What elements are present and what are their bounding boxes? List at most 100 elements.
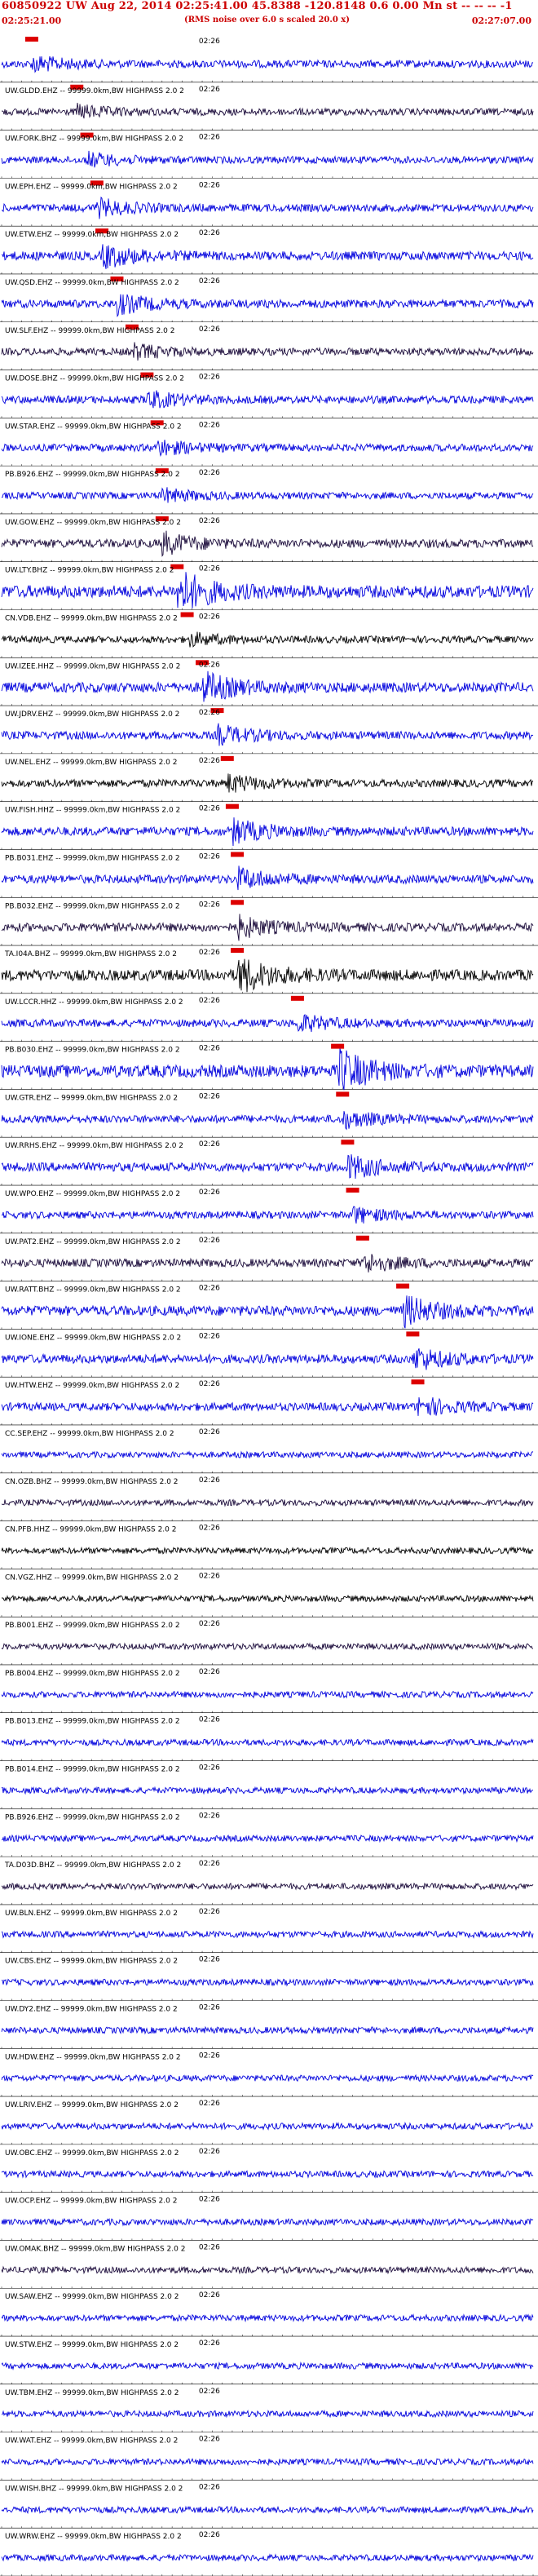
pick-marker: [150, 420, 164, 426]
channel-label: UW.FORK.BHZ -- 99999.0km,BW HIGHPASS 2.0…: [5, 135, 183, 144]
channel-label: UW.BLN.EHZ -- 99999.0km,BW HIGHPASS 2.0 …: [5, 1910, 178, 1918]
channel-label: PB.B001.EHZ -- 99999.0km,BW HIGHPASS 2.0…: [5, 1622, 180, 1630]
waveform-trace: [1, 572, 534, 609]
event-title: 60850922 UW Aug 22, 2014 02:25:41.00 45.…: [2, 0, 513, 12]
channel-label: UW.STW.EHZ -- 99999.0km,BW HIGHPASS 2.0 …: [5, 2341, 179, 2349]
channel-row: 02:26 UW.JDRV.EHZ -- 99999.0km,BW HIGHPAS…: [0, 708, 538, 755]
channel-label: TA.I04A.BHZ -- 99999.0km,BW HIGHPASS 2.0…: [4, 950, 177, 958]
minute-marker-label: 02:26: [199, 1764, 220, 1773]
channel-label: UW.HDW.EHZ -- 99999.0km,BW HIGHPASS 2.0 …: [5, 2053, 181, 2061]
channel-label: CN.OZB.BHZ -- 99999.0km,BW HIGHPASS 2.0 …: [5, 1478, 179, 1486]
minute-marker-label: 02:26: [199, 1525, 220, 1533]
waveform-trace: [1, 530, 534, 557]
channel-label: UW.WRW.EHZ -- 99999.0km,BW HIGHPASS 2.0 …: [5, 2533, 182, 2541]
channel-label: UW.RRHS.EHZ -- 99999.0km,BW HIGHPASS 2.0…: [5, 1142, 183, 1150]
waveform-trace: [1, 1546, 534, 1556]
minute-marker-label: 02:26: [199, 86, 220, 94]
channel-label: PB.B004.EHZ -- 99999.0km,BW HIGHPASS 2.0…: [5, 1670, 180, 1678]
channel-row: 02:26 UW.GOW.EHZ -- 99999.0km,BW HIGHPASS…: [0, 516, 538, 563]
channel-row: 02:26 UW.EPH.EHZ -- 99999.0km,BW HIGHPASS…: [0, 180, 538, 227]
channel-row: 02:26 UW.IONE.EHZ -- 99999.0km,BW HIGHPAS…: [0, 1331, 538, 1378]
minute-marker-label: 02:26: [199, 2003, 220, 2012]
channel-label: UW.LRIV.EHZ -- 99999.0km,BW HIGHPASS 2.0…: [5, 2101, 179, 2109]
pick-marker: [196, 660, 209, 666]
minute-marker-label: 02:26: [199, 1812, 220, 1820]
minute-marker-label: 02:26: [199, 229, 220, 237]
channel-row: 02:26 UW.ETW.EHZ -- 99999.0km,BW HIGHPASS…: [0, 228, 538, 275]
channel-label: UW.PAT2.EHZ -- 99999.0km,BW HIGHPASS 2.0…: [5, 1238, 181, 1246]
channel-label: UW.SLF.EHZ -- 99999.0km,BW HIGHPASS 2.0 …: [5, 327, 175, 335]
minute-marker-label: 02:26: [199, 565, 220, 573]
waveform-trace: [2, 487, 534, 503]
waveform-trace: [1, 2121, 534, 2131]
minute-marker-label: 02:26: [199, 949, 220, 957]
channel-row: 02:26 UW.FISH.HHZ -- 99999.0km,BW HIGHPAS…: [0, 803, 538, 850]
channel-label: UW.DOSE.BHZ -- 99999.0km,BW HIGHPASS 2.0…: [5, 375, 184, 383]
minute-marker-label: 02:26: [199, 1237, 220, 1245]
channel-row: 02:26 UW.HTW.EHZ -- 99999.0km,BW HIGHPASS…: [0, 1379, 538, 1426]
minute-marker-label: 02:26: [199, 1860, 220, 1868]
waveform-trace: [1, 1295, 534, 1329]
channel-label: UW.LTY.BHZ -- 99999.0km,BW HIGHPASS 2.0 …: [5, 567, 174, 575]
pick-marker: [90, 180, 104, 186]
channel-label: UW.CBS.EHZ -- 99999.0km,BW HIGHPASS 2.0 …: [5, 1958, 178, 1966]
waveform-trace: [1, 342, 534, 361]
channel-row: 02:26 UW.DOSE.BHZ -- 99999.0km,BW HIGHPAS…: [0, 372, 538, 418]
waveform-trace: [1, 102, 534, 119]
channel-row: 02:26 UW.PAT2.EHZ -- 99999.0km,BW HIGHPAS…: [0, 1235, 538, 1281]
channel-row: 02:26 UW.SAW.EHZ -- 99999.0km,BW HIGHPASS…: [0, 2291, 538, 2337]
channel-label: UW.JDRV.EHZ -- 99999.0km,BW HIGHPASS 2.0…: [5, 710, 179, 719]
channel-label: UW.TBM.EHZ -- 99999.0km,BW HIGHPASS 2.0 …: [5, 2389, 179, 2397]
waveform-trace: [1, 1882, 534, 1891]
waveform-trace: [1, 1154, 534, 1180]
channel-row: 02:26 CC.SEP.EHZ -- 99999.0km,BW HIGHPASS…: [0, 1428, 538, 1474]
channel-row: 02:26 UW.RRHS.EHZ -- 99999.0km,BW HIGHPAS…: [0, 1140, 538, 1186]
waveform-trace: [1, 1047, 534, 1091]
channel-row: 02:26 PB.B014.EHZ -- 99999.0km,BW HIGHPAS…: [0, 1764, 538, 1809]
waveform-trace: [2, 1594, 534, 1603]
channel-row: 02:26 UW.OMAK.BHZ -- 99999.0km,BW HIGHPAS…: [0, 2243, 538, 2289]
waveform-trace: [1, 2409, 534, 2419]
waveform-trace: [1, 196, 534, 219]
channel-row: 02:26 PB.B926.EHZ -- 99999.0km,BW HIGHPAS…: [0, 468, 538, 515]
minute-marker-label: 02:26: [199, 2436, 220, 2444]
waveform-trace: [1, 865, 534, 891]
waveform-trace: [1, 1348, 534, 1370]
minute-marker-label: 02:26: [199, 1188, 220, 1197]
pick-marker: [110, 276, 124, 281]
waveform-trace: [1, 2313, 534, 2323]
minute-marker-label: 02:26: [199, 134, 220, 142]
waveform-trace: [2, 1834, 534, 1843]
channel-row: 02:26 CN.VDB.EHZ -- 99999.0km,BW HIGHPASS…: [0, 612, 538, 658]
channel-label: UW.EPH.EHZ -- 99999.0km,BW HIGHPASS 2.0 …: [5, 183, 178, 191]
channel-label: CN.PFB.HHZ -- 99999.0km,BW HIGHPASS 2.0 …: [5, 1526, 176, 1534]
end-time-label: 02:27:07.00: [471, 15, 531, 26]
channel-row: 02:26 UW.WRW.EHZ -- 99999.0km,BW HIGHPASS…: [0, 2531, 538, 2576]
channel-label: UW.GLDD.EHZ -- 99999.0km,BW HIGHPASS 2.0…: [5, 87, 184, 95]
minute-marker-label: 02:26: [199, 1332, 220, 1340]
minute-marker-label: 02:26: [199, 1476, 220, 1485]
minute-marker-label: 02:26: [199, 1908, 220, 1916]
pick-marker: [210, 708, 224, 714]
channel-row: 02:26 TA.I04A.BHZ -- 99999.0km,BW HIGHPAS…: [0, 948, 538, 994]
waveform-trace: [1, 56, 534, 73]
channel-row: 02:26 PB.B004.EHZ -- 99999.0km,BW HIGHPAS…: [0, 1668, 538, 1714]
waveform-trace: [1, 1206, 534, 1224]
channel-row: 02:26 UW.LCCR.HHZ -- 99999.0km,BW HIGHPAS…: [0, 995, 538, 1042]
minute-marker-label: 02:26: [199, 757, 220, 765]
pick-marker: [125, 324, 139, 330]
waveform-trace: [1, 773, 534, 793]
channel-row: 02:26 UW.QSD.EHZ -- 99999.0km,BW HIGHPASS…: [0, 276, 538, 323]
channel-row: 02:26 UW.OBC.EHZ -- 99999.0km,BW HIGHPASS…: [0, 2148, 538, 2193]
pick-marker: [411, 1379, 425, 1385]
rms-noise-note: (RMS noise over 6.0 s scaled 20.0 x): [184, 15, 350, 24]
channel-row: 02:26 UW.STW.EHZ -- 99999.0km,BW HIGHPASS…: [0, 2339, 538, 2385]
pick-marker: [396, 1283, 410, 1289]
minute-marker-label: 02:26: [199, 2291, 220, 2299]
channel-row: 02:26 UW.SLF.EHZ -- 99999.0km,BW HIGHPASS…: [0, 324, 538, 370]
waveform-trace: [1, 244, 534, 269]
channel-row: 02:26 UW.DY2.EHZ -- 99999.0km,BW HIGHPASS…: [0, 2003, 538, 2049]
pick-marker: [331, 1043, 345, 1049]
waveform-trace: [1, 671, 534, 702]
waveform-trace: [1, 1498, 534, 1507]
